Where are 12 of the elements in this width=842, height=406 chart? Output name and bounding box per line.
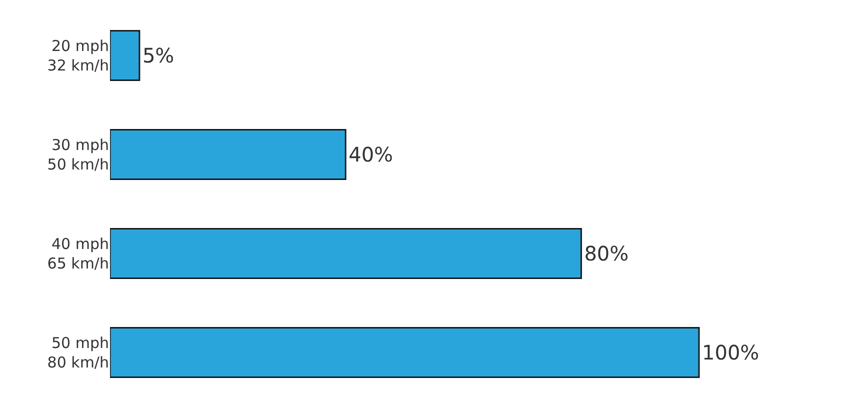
data-label: 40%: [348, 142, 394, 166]
bar: [110, 129, 346, 180]
data-label: 80%: [584, 242, 629, 266]
bar: [110, 327, 700, 378]
y-tick-label: 40 mph 65 km/h: [47, 235, 109, 272]
y-tick-label: 20 mph 32 km/h: [47, 37, 109, 74]
data-label: 100%: [702, 340, 760, 364]
bar: [110, 30, 140, 81]
bar: [110, 228, 582, 279]
y-tick-label: 50 mph 80 km/h: [47, 334, 109, 372]
data-label: 5%: [142, 44, 174, 68]
y-tick-label: 30 mph 50 km/h: [47, 136, 109, 174]
